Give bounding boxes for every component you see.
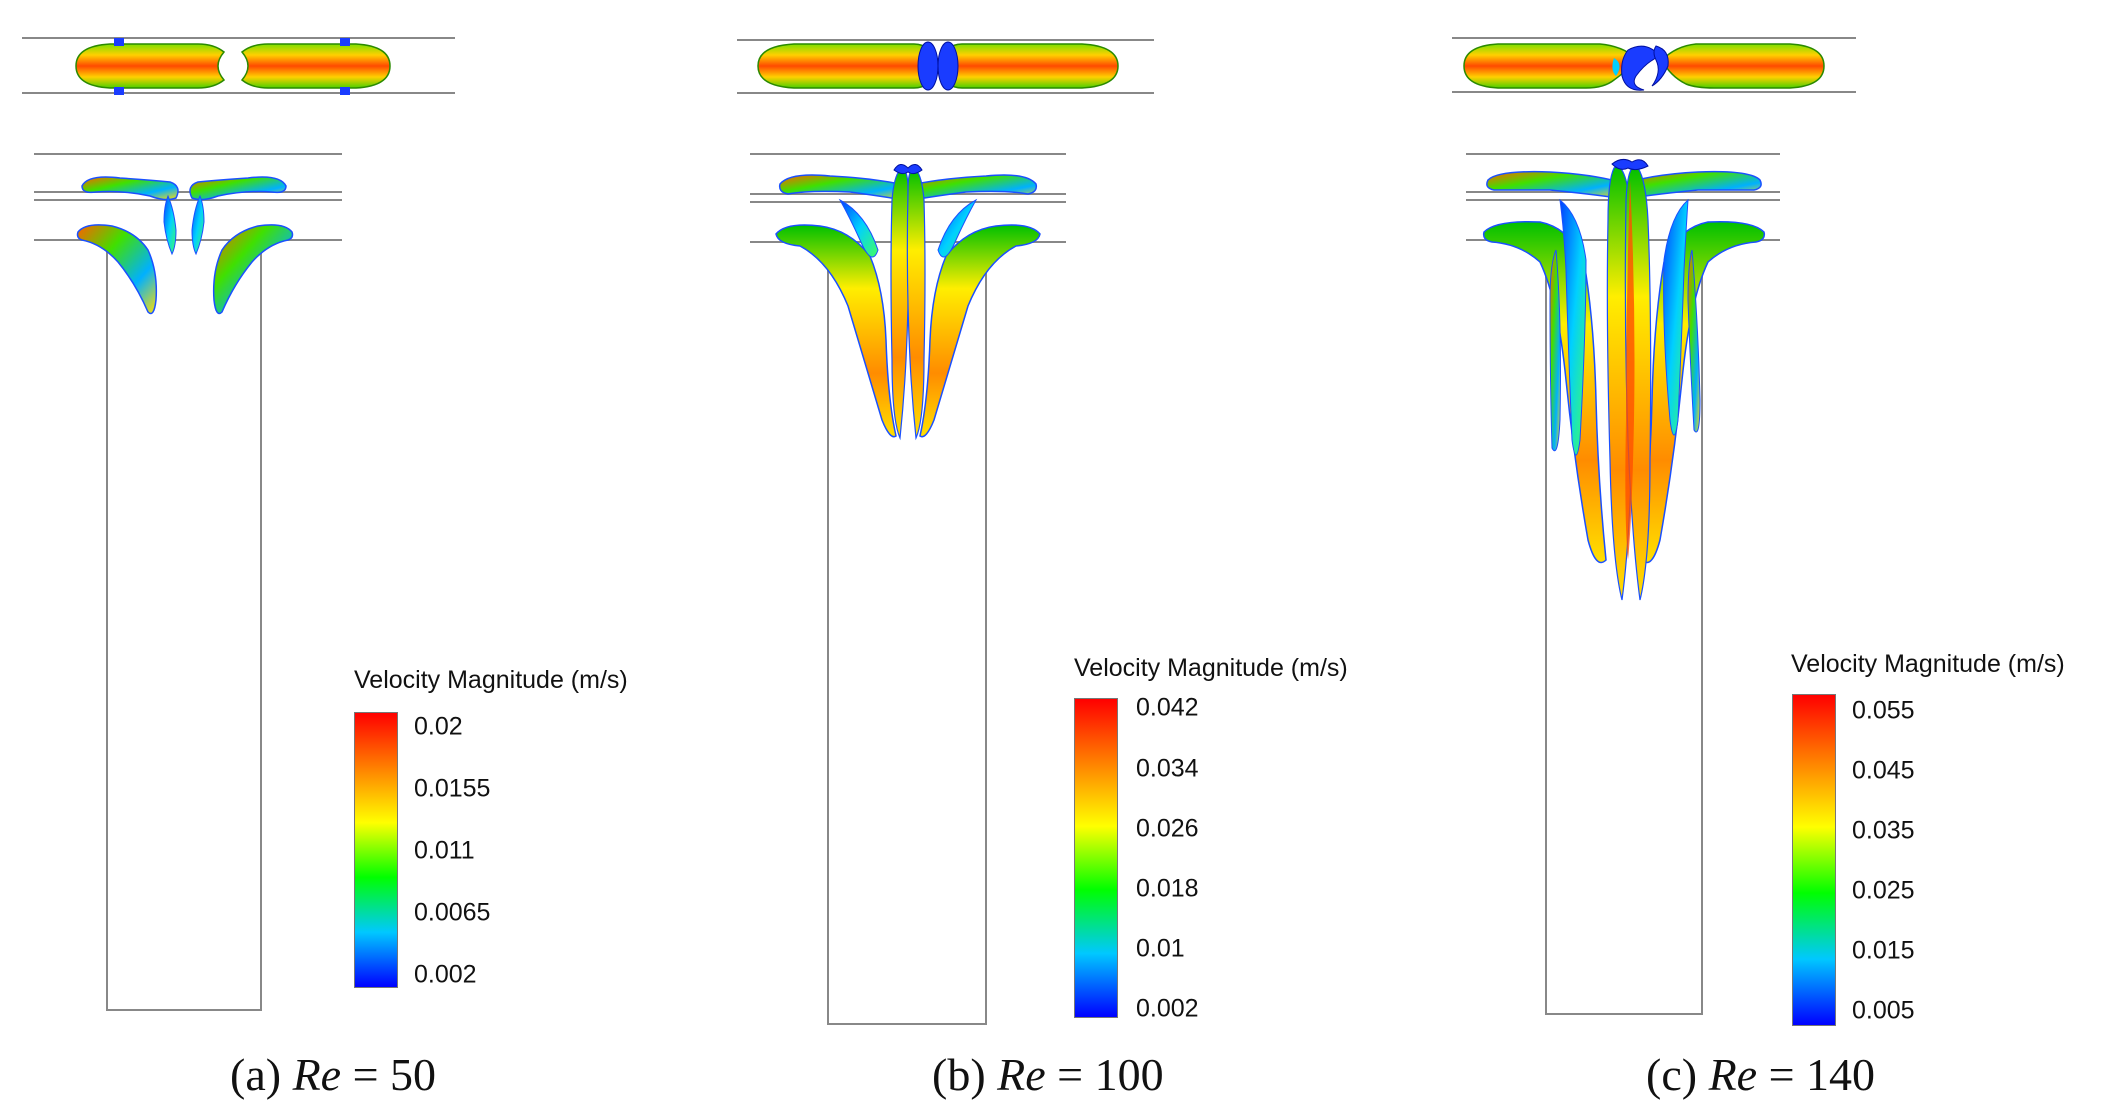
caption-label: (c) — [1646, 1049, 1698, 1100]
panel-c-tick-label: 0.025 — [1852, 876, 1915, 905]
panel-b-tick-label: 0.01 — [1136, 934, 1185, 963]
panel-a-top-view-isosurface — [75, 38, 391, 95]
panel-b-side-view-isosurface — [775, 164, 1041, 441]
panel-a-tick-label: 0.02 — [414, 712, 463, 741]
panel-a-tick-label: 0.011 — [414, 836, 475, 865]
panel-a-side-view-isosurface — [76, 176, 294, 315]
caption-re-value: = 140 — [1768, 1049, 1876, 1100]
panel-c-colorbar — [1792, 694, 1836, 1026]
panel-b-tick-label: 0.018 — [1136, 874, 1199, 903]
panel-a-tick-label: 0.0065 — [414, 898, 491, 927]
caption-re-symbol: Re — [1708, 1049, 1758, 1100]
panel-b-caption: (b) Re = 100 — [932, 1048, 1164, 1101]
panel-c-tick-label: 0.035 — [1852, 816, 1915, 845]
caption-re-value: = 100 — [1057, 1049, 1164, 1100]
panel-b-tick-label: 0.034 — [1136, 754, 1199, 783]
panel-a-legend-title: Velocity Magnitude (m/s) — [354, 666, 628, 694]
panel-b-legend-title: Velocity Magnitude (m/s) — [1074, 654, 1348, 682]
panel-c: Velocity Magnitude (m/s) 0.055 0.045 0.0… — [1400, 0, 2100, 1106]
panel-c-rendering — [1452, 37, 1856, 1015]
panel-c-legend-title: Velocity Magnitude (m/s) — [1791, 650, 2065, 678]
panel-a-rendering — [22, 37, 455, 1011]
panel-b-colorbar — [1074, 698, 1118, 1018]
panel-b-tick-label: 0.002 — [1136, 994, 1199, 1023]
caption-re-symbol: Re — [292, 1049, 342, 1100]
panel-b-rendering — [737, 39, 1154, 1025]
caption-re-value: = 50 — [352, 1049, 437, 1100]
panel-c-top-view-isosurface — [1463, 43, 1825, 91]
panel-b-tick-label: 0.042 — [1136, 693, 1199, 722]
caption-label: (b) — [932, 1049, 986, 1100]
caption-re-symbol: Re — [997, 1049, 1046, 1100]
panel-a-tick-label: 0.002 — [414, 960, 477, 989]
panel-b: Velocity Magnitude (m/s) 0.042 0.034 0.0… — [700, 0, 1400, 1106]
panel-a-tick-label: 0.0155 — [414, 774, 491, 803]
panel-c-caption: (c) Re = 140 — [1646, 1048, 1875, 1101]
panel-b-top-view-isosurface — [757, 41, 1119, 91]
panel-b-tick-label: 0.026 — [1136, 814, 1199, 843]
panel-c-tick-label: 0.045 — [1852, 756, 1915, 785]
panel-c-tick-label: 0.005 — [1852, 996, 1915, 1025]
panel-a-caption: (a) Re = 50 — [230, 1048, 436, 1101]
panel-c-tick-label: 0.055 — [1852, 696, 1915, 725]
panel-a-colorbar — [354, 712, 398, 988]
panel-a: Velocity Magnitude (m/s) 0.02 0.0155 0.0… — [0, 0, 700, 1106]
caption-label: (a) — [230, 1049, 282, 1100]
panel-c-tick-label: 0.015 — [1852, 936, 1915, 965]
panel-c-side-view-isosurface — [1482, 158, 1766, 601]
